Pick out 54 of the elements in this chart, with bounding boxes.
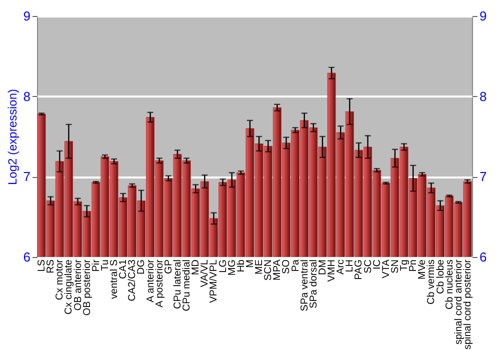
x-tick-label: Pir bbox=[90, 258, 102, 272]
y-axis-title: Log2 (expression) bbox=[5, 88, 20, 186]
x-tick-label: A posterior bbox=[154, 258, 166, 308]
y-tick-label: 8 bbox=[23, 88, 30, 104]
x-tick-label: GP bbox=[163, 259, 174, 274]
x-tick-label: PAG bbox=[354, 259, 365, 280]
x-tick-label: LG bbox=[218, 259, 229, 273]
x-tick-label: SO bbox=[281, 259, 292, 274]
x-tick-label: SCN bbox=[263, 260, 274, 281]
x-tick-label: CA2/CA3 bbox=[127, 259, 138, 302]
x-tick-label: MPA bbox=[272, 259, 284, 280]
x-tick-label: CPu medial bbox=[182, 260, 193, 312]
y2-tick-label: 7 bbox=[480, 169, 487, 184]
y2-tick-label: 8 bbox=[480, 88, 487, 104]
x-tick-label: spinal cord anterior bbox=[453, 258, 464, 345]
x-tick-label: LH bbox=[344, 260, 356, 272]
x-tick-label: SPa dorsal bbox=[308, 260, 320, 308]
x-tick-label: DG bbox=[136, 259, 148, 274]
y-tick-label: 9 bbox=[23, 8, 30, 24]
x-tick-label: A anterior bbox=[145, 258, 156, 302]
x-tick-label: RS bbox=[46, 259, 57, 274]
y2-tick-label: 9 bbox=[480, 8, 487, 24]
x-tick-label: IC bbox=[372, 260, 383, 270]
x-tick-label: Hb bbox=[236, 259, 247, 272]
x-tick-label: Pn bbox=[408, 260, 420, 272]
x-tick-label: Arc bbox=[336, 260, 347, 274]
x-tick-label: OB posterior bbox=[82, 258, 93, 316]
x-tick-label: VPM/VPL bbox=[208, 259, 220, 303]
x-tick-label: Tu bbox=[100, 260, 111, 271]
x-tick-label: SN bbox=[390, 260, 401, 274]
x-tick-label: SC bbox=[362, 260, 374, 274]
x-tick-label: MVe bbox=[417, 259, 428, 280]
x-tick-label: VMH bbox=[326, 260, 338, 282]
x-tick-label: SPa ventral bbox=[299, 260, 310, 312]
x-tick-label: Pa bbox=[290, 259, 302, 272]
x-tick-label: LS bbox=[36, 259, 48, 272]
y2-tick-label: 6 bbox=[480, 250, 487, 264]
x-tick-label: Tg bbox=[399, 260, 410, 272]
x-tick-label: Cb nucleus bbox=[444, 260, 456, 310]
x-tick-label: VTA bbox=[380, 259, 392, 278]
y-tick-label: 6 bbox=[23, 250, 30, 264]
x-tick-label: MG bbox=[226, 259, 238, 276]
x-tick-label: M bbox=[244, 260, 256, 268]
x-tick-label: Cx cingulate bbox=[64, 259, 75, 315]
x-tick-label: Cb lobe bbox=[435, 259, 446, 294]
x-tick-label: OB anterior bbox=[72, 258, 84, 311]
x-tick-label: CPu lateral bbox=[172, 260, 184, 309]
x-tick-label: Cb vermis bbox=[426, 260, 438, 305]
x-tick-label: ventral S bbox=[109, 259, 120, 299]
x-tick-label: ME bbox=[254, 259, 266, 274]
x-tick-label: spinal cord posterior bbox=[462, 258, 474, 350]
x-tick-label: CA1 bbox=[118, 259, 130, 279]
y-tick-label: 7 bbox=[23, 169, 30, 184]
x-tick-label: DM bbox=[317, 260, 328, 276]
